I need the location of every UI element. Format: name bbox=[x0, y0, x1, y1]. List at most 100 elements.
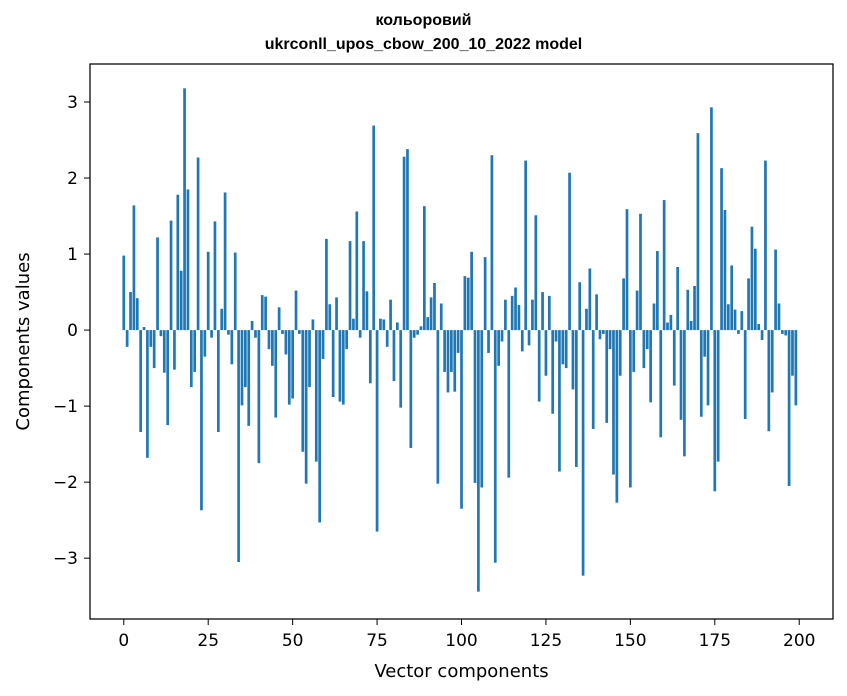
bar bbox=[666, 322, 669, 331]
bar bbox=[608, 330, 612, 350]
bar bbox=[534, 215, 538, 331]
chart-title: кольоровий bbox=[375, 12, 472, 29]
bar bbox=[477, 330, 480, 592]
bar bbox=[531, 299, 534, 331]
bar bbox=[787, 330, 791, 486]
bar bbox=[676, 266, 679, 331]
bar bbox=[267, 330, 271, 350]
bar bbox=[149, 330, 153, 347]
bar bbox=[740, 311, 744, 331]
bar bbox=[287, 330, 291, 405]
bar bbox=[726, 304, 730, 331]
bar bbox=[159, 330, 163, 337]
bar bbox=[581, 330, 585, 576]
bar bbox=[399, 330, 403, 408]
bar bbox=[696, 133, 700, 331]
bar bbox=[554, 330, 558, 342]
bar bbox=[757, 324, 761, 331]
bar bbox=[284, 330, 288, 355]
bar bbox=[183, 88, 186, 331]
bar bbox=[281, 330, 284, 334]
bar bbox=[615, 330, 619, 503]
bar bbox=[220, 308, 224, 331]
bar bbox=[409, 330, 413, 448]
bar bbox=[723, 209, 727, 331]
bar bbox=[426, 317, 430, 331]
bar bbox=[689, 320, 693, 331]
bar bbox=[395, 322, 399, 331]
bar bbox=[713, 330, 717, 492]
x-axis-label: Vector components bbox=[374, 661, 548, 682]
bar bbox=[743, 330, 747, 420]
bar bbox=[490, 155, 494, 331]
bar bbox=[750, 226, 754, 331]
y-tick-label: 0 bbox=[67, 321, 78, 341]
bar bbox=[618, 330, 622, 376]
bar bbox=[642, 330, 646, 369]
bar bbox=[480, 330, 484, 488]
bar bbox=[244, 330, 247, 388]
bar bbox=[318, 330, 321, 523]
bar bbox=[125, 330, 129, 347]
bar bbox=[679, 330, 683, 420]
bar bbox=[233, 252, 237, 331]
bar bbox=[352, 318, 355, 331]
bar bbox=[463, 276, 467, 331]
bar bbox=[439, 303, 443, 331]
bar bbox=[200, 330, 203, 511]
bar bbox=[254, 330, 257, 338]
x-tick-label: 25 bbox=[197, 631, 219, 651]
x-tick-label: 100 bbox=[445, 631, 477, 651]
bar bbox=[416, 330, 419, 335]
bar bbox=[612, 330, 615, 475]
bar bbox=[537, 330, 541, 402]
bar bbox=[635, 290, 639, 331]
bar bbox=[517, 305, 521, 331]
y-tick-label: 3 bbox=[67, 93, 78, 113]
bar bbox=[639, 213, 642, 331]
bar bbox=[652, 303, 656, 331]
bar bbox=[247, 330, 251, 426]
bar bbox=[433, 282, 436, 331]
bar bbox=[703, 330, 707, 357]
bar bbox=[656, 251, 659, 331]
bar bbox=[591, 330, 595, 429]
bar bbox=[645, 330, 649, 350]
bar bbox=[568, 172, 571, 331]
bar bbox=[341, 330, 345, 405]
bar bbox=[551, 330, 555, 414]
bar bbox=[629, 330, 632, 488]
bar bbox=[547, 295, 551, 331]
bar bbox=[162, 330, 166, 373]
bar bbox=[767, 330, 771, 432]
bar bbox=[693, 286, 696, 331]
bar bbox=[753, 248, 757, 331]
bar bbox=[368, 330, 372, 384]
bar bbox=[389, 299, 392, 331]
bar bbox=[777, 303, 781, 331]
bar bbox=[358, 330, 362, 338]
bar bbox=[210, 330, 213, 338]
bar bbox=[331, 330, 335, 397]
y-tick-label: −1 bbox=[53, 397, 78, 417]
bar bbox=[601, 330, 605, 334]
bar bbox=[152, 330, 156, 369]
bar bbox=[507, 330, 511, 478]
bar bbox=[156, 237, 159, 331]
bar bbox=[720, 168, 723, 331]
x-tick-label: 150 bbox=[614, 631, 646, 651]
bar bbox=[206, 251, 210, 331]
bar bbox=[203, 330, 207, 357]
bar bbox=[487, 330, 490, 353]
bar bbox=[338, 330, 342, 402]
bar bbox=[311, 319, 315, 331]
y-tick-label: −2 bbox=[53, 473, 78, 493]
bar bbox=[595, 294, 598, 331]
bar bbox=[446, 330, 450, 393]
bar bbox=[730, 265, 734, 331]
bar bbox=[672, 330, 676, 386]
bar bbox=[271, 330, 274, 366]
bar bbox=[791, 330, 794, 376]
bar bbox=[716, 330, 720, 462]
